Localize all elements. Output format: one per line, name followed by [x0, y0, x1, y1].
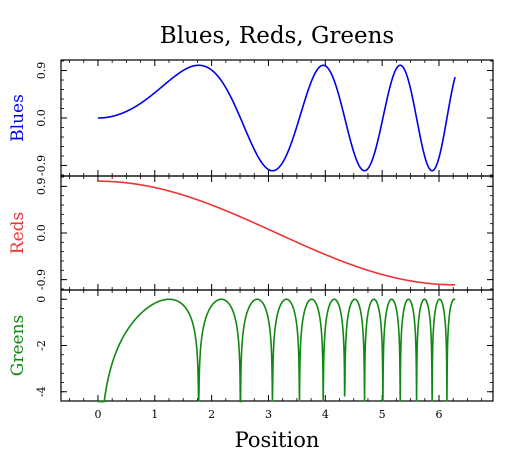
panels: -0.9 0.0 0.9 Blues -0.9 0.0 0.9 Reds -4 -2 0 Greens — [8, 59, 494, 403]
y-axis-label: Blues — [8, 94, 28, 142]
panel-frame — [60, 59, 494, 177]
series-line-greens — [97, 298, 456, 403]
y-axis-label: Reds — [8, 212, 28, 254]
x-tick-label: 5 — [379, 408, 386, 421]
x-axis: 0 1 2 3 4 5 6 — [94, 408, 442, 421]
y-tick-label: -2 — [35, 340, 48, 351]
y-tick-label: 0.9 — [35, 178, 48, 196]
series-line-blues — [97, 64, 456, 172]
panel-blues: -0.9 0.0 0.9 Blues — [8, 59, 494, 177]
y-axis-label: Greens — [8, 315, 28, 377]
y-tick-label: 0.9 — [35, 62, 48, 80]
x-tick-label: 1 — [151, 408, 158, 421]
y-tick-label: 0 — [35, 296, 48, 303]
series-line-reds — [97, 180, 456, 286]
y-tick-label: -4 — [35, 386, 48, 397]
x-tick-label: 4 — [322, 408, 329, 421]
x-tick-label: 2 — [208, 408, 215, 421]
panel-greens: -4 -2 0 Greens — [8, 289, 494, 403]
x-tick-label: 0 — [94, 408, 101, 421]
panel-reds: -0.9 0.0 0.9 Reds — [8, 175, 494, 291]
x-axis-label: Position — [235, 428, 320, 452]
x-tick-label: 6 — [436, 408, 443, 421]
y-tick-label: -0.9 — [35, 269, 48, 290]
figure-title: Blues, Reds, Greens — [160, 23, 394, 49]
x-tick-label: 3 — [265, 408, 272, 421]
y-tick-label: 0.0 — [35, 109, 48, 127]
y-tick-label: -0.9 — [35, 155, 48, 176]
y-tick-label: 0.0 — [35, 224, 48, 242]
